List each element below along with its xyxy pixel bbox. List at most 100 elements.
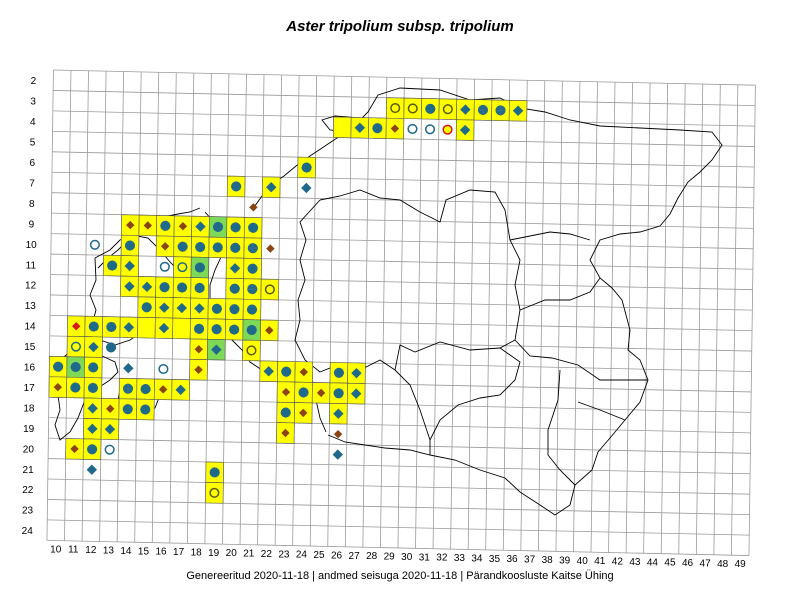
blue-ring-marker	[211, 324, 222, 335]
blue-diamond-marker	[52, 361, 64, 372]
x-tick-label: 29	[384, 552, 396, 563]
blue-diamond-marker	[195, 221, 206, 232]
blue-diamond-marker	[141, 281, 153, 293]
blue-ring-marker	[246, 304, 258, 315]
blue-ring-marker	[194, 262, 205, 273]
blue-ring-marker	[88, 321, 99, 332]
y-tick-label: 14	[24, 322, 36, 333]
x-tick-label: 17	[173, 547, 185, 558]
y-tick-label: 3	[30, 97, 36, 108]
grid-col-line	[555, 81, 563, 552]
blue-ring-marker	[88, 362, 99, 373]
yellow-ring-marker	[390, 103, 401, 114]
blue-ring-marker	[248, 222, 259, 233]
grid-col-line	[380, 77, 388, 548]
grid-row-line	[53, 69, 756, 86]
blue-diamond-marker	[159, 281, 170, 293]
blue-diamond-marker	[298, 387, 309, 398]
blue-diamond-marker	[212, 221, 224, 233]
grid-col-line	[415, 77, 423, 549]
blue-diamond-marker	[106, 321, 117, 333]
grid-col-line	[99, 71, 107, 542]
blue-diamond-marker	[86, 464, 98, 475]
inner-border-2	[394, 231, 648, 455]
x-tick-label: 46	[682, 558, 694, 569]
blue-ring-marker	[211, 303, 222, 314]
y-tick-label: 10	[26, 240, 38, 251]
x-tick-label: 37	[524, 555, 536, 566]
blue-ring-marker	[53, 361, 64, 372]
blue-ring-marker	[194, 282, 205, 294]
brown-diamond-marker	[178, 222, 188, 231]
y-tick-label: 17	[24, 383, 36, 394]
grid-col-line	[748, 85, 756, 556]
inner-border-1	[294, 189, 521, 373]
blue-ring-marker	[333, 388, 344, 399]
blue-ring-marker	[230, 222, 241, 233]
x-tick-label: 24	[296, 550, 308, 561]
brown-diamond-marker	[281, 428, 290, 438]
blue-diamond-marker	[246, 324, 257, 336]
blue-diamond-marker	[230, 242, 241, 254]
blue-diamond-marker	[212, 242, 223, 253]
blue-ring-marker	[333, 367, 344, 378]
brown-diamond-marker	[333, 429, 343, 439]
y-tick-label: 11	[26, 260, 37, 271]
x-tick-label: 21	[243, 549, 255, 560]
blue-diamond-marker	[333, 367, 345, 378]
blue-diamond-marker	[332, 449, 343, 460]
x-tick-label: 41	[594, 556, 606, 567]
x-tick-label: 22	[261, 549, 273, 560]
yellow-ring-marker	[246, 345, 257, 356]
x-tick-label: 39	[559, 555, 571, 566]
y-tick-label: 19	[23, 424, 35, 435]
x-tick-label: 26	[331, 550, 343, 561]
map-footer: Genereeritud 2020-11-18 | andmed seisuga…	[186, 570, 614, 582]
blue-ring-marker	[425, 103, 436, 114]
x-tick-label: 27	[349, 551, 361, 562]
brown-diamond-marker	[281, 387, 291, 397]
blue-ring-marker	[280, 407, 291, 418]
grid-col-line	[590, 81, 598, 553]
x-tick-label: 45	[664, 558, 676, 569]
blue-ring-marker	[424, 124, 436, 135]
grid-col-line	[731, 84, 739, 556]
brown-diamond-marker	[299, 367, 309, 377]
blue-ring-marker	[212, 242, 223, 253]
cross-marker	[248, 285, 257, 294]
brown-diamond-marker	[106, 404, 115, 413]
x-tick-label: 10	[50, 544, 62, 555]
brown-diamond-marker	[160, 242, 170, 251]
grid-col-line	[81, 70, 89, 542]
blue-ring-marker	[104, 444, 115, 455]
blue-ring-marker	[247, 284, 258, 295]
occurrence-cell	[66, 335, 86, 358]
blue-diamond-marker	[354, 122, 366, 133]
blue-ring-marker	[124, 240, 136, 251]
brown-diamond-marker	[158, 385, 168, 394]
x-tick-label: 48	[717, 559, 729, 570]
brown-diamond-marker	[194, 365, 203, 374]
blue-diamond-marker	[88, 341, 99, 353]
y-tick-label: 6	[29, 158, 35, 169]
grid-col-line	[537, 80, 546, 551]
blue-diamond-marker	[158, 322, 170, 334]
brown-diamond-marker	[249, 203, 258, 212]
blue-diamond-marker	[228, 324, 240, 335]
grid-col-line	[485, 79, 493, 550]
grid-col-line	[608, 82, 616, 553]
blue-ring-marker	[159, 261, 170, 272]
occurrence-symbols	[52, 103, 524, 498]
x-tick-label: 32	[436, 553, 448, 564]
blue-diamond-marker	[70, 361, 81, 373]
y-tick-label: 15	[24, 342, 36, 353]
blue-ring-marker	[105, 342, 117, 353]
blue-ring-marker	[301, 162, 312, 173]
blue-ring-marker	[106, 321, 117, 333]
blue-diamond-marker	[266, 182, 277, 193]
x-tick-label: 42	[612, 557, 624, 568]
yellow-ring-marker	[264, 284, 275, 295]
grid-col-line	[309, 75, 318, 547]
yellow-ring-marker	[209, 487, 220, 498]
